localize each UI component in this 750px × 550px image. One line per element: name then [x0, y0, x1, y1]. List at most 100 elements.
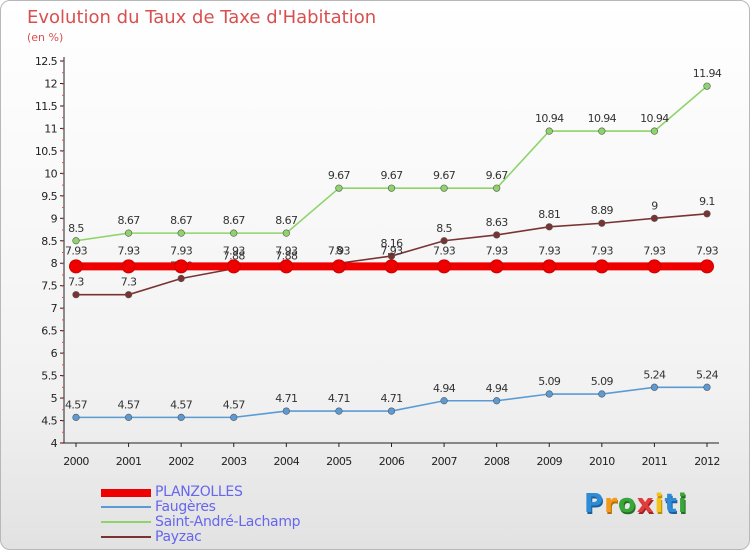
data-label: 5.24 [643, 368, 666, 381]
data-point [69, 259, 83, 274]
data-label: 7.93 [118, 244, 141, 257]
y-tick-label: 4.5 [41, 415, 57, 428]
data-label: 7.93 [380, 244, 403, 257]
data-point [387, 184, 396, 192]
logo-letter: P [584, 489, 605, 519]
data-label: 4.94 [486, 382, 509, 395]
data-point [230, 413, 238, 421]
data-label: 9.67 [328, 169, 351, 182]
data-point [542, 259, 557, 274]
x-tick-label: 2007 [431, 455, 457, 468]
y-tick-label: 10.5 [35, 145, 58, 158]
data-label: 7.93 [170, 244, 193, 257]
data-label: 7.88 [275, 250, 298, 263]
data-point [440, 237, 448, 245]
data-label: 8.5 [68, 222, 84, 235]
y-tick-label: 5 [51, 392, 58, 405]
data-label: 9 [651, 199, 658, 212]
logo-letter: r [604, 489, 618, 519]
data-point [440, 184, 448, 192]
data-point [545, 127, 553, 135]
legend-swatch [101, 521, 151, 523]
data-label: 8.5 [436, 222, 452, 235]
data-label: 4.57 [223, 398, 246, 411]
data-point [226, 259, 241, 274]
data-point [437, 259, 452, 274]
data-point [598, 127, 606, 135]
y-tick-label: 6.5 [41, 325, 57, 338]
data-label: 9.67 [486, 169, 509, 182]
data-point [124, 413, 133, 421]
data-label: 7.93 [275, 244, 298, 257]
x-tick-label: 2010 [589, 455, 615, 468]
data-label: 7.3 [68, 276, 84, 289]
data-point [703, 383, 711, 391]
data-label: 8.81 [538, 208, 560, 221]
data-label: 8.89 [591, 204, 614, 217]
y-tick-label: 9.5 [41, 190, 57, 203]
data-label: 4.57 [118, 398, 141, 411]
chart-title: Evolution du Taux de Taxe d'Habitation [27, 7, 377, 28]
data-point [700, 259, 714, 274]
data-label: 8 [336, 244, 343, 257]
x-tick-label: 2003 [221, 455, 247, 468]
data-point [124, 291, 133, 299]
y-tick-label: 4 [51, 437, 58, 450]
data-label: 8.67 [275, 214, 298, 227]
data-point [545, 390, 553, 398]
data-label: 7.93 [328, 244, 351, 257]
data-point [489, 259, 504, 274]
data-point [121, 259, 136, 274]
logo-letter: x [636, 489, 655, 519]
data-label: 5.09 [538, 375, 561, 388]
x-tick-label: 2000 [63, 455, 89, 468]
data-label: 10.94 [535, 112, 564, 125]
legend-label: PLANZOLLES [155, 484, 243, 500]
data-label: 4.94 [433, 382, 456, 395]
data-point [72, 413, 80, 421]
data-point [124, 229, 133, 237]
data-point [594, 259, 609, 274]
x-tick-label: 2008 [484, 455, 510, 468]
data-label: 7.93 [591, 244, 614, 257]
data-label: 7.93 [538, 244, 561, 257]
logo-letter: i [654, 489, 665, 519]
chart-unit-subtitle: (en %) [27, 31, 64, 44]
y-tick-label: 5.5 [41, 370, 57, 383]
y-tick-label: 7.5 [41, 280, 57, 293]
data-point [177, 229, 185, 237]
data-label: 8.63 [486, 216, 509, 229]
y-tick-label: 11.5 [35, 100, 58, 113]
data-label: 8.67 [118, 214, 141, 227]
legend-swatch [101, 506, 151, 508]
data-point [650, 383, 659, 391]
data-label: 7.93 [486, 244, 509, 257]
data-point [493, 231, 501, 239]
data-point [493, 397, 501, 405]
x-tick-label: 2002 [168, 455, 194, 468]
data-point [493, 184, 501, 192]
logo-letter: t [664, 489, 678, 519]
x-tick-label: 2006 [379, 455, 405, 468]
data-label: 8.67 [170, 214, 193, 227]
data-label: 9.1 [699, 195, 715, 208]
data-label: 7.93 [433, 244, 456, 257]
y-tick-label: 6 [51, 347, 58, 360]
legend-label: Saint-André-Lachamp [155, 514, 301, 530]
data-point [647, 259, 662, 274]
y-tick-label: 7 [51, 302, 58, 315]
data-label: 7.93 [65, 244, 88, 257]
data-point [387, 407, 396, 415]
legend-label: Payzac [155, 529, 202, 545]
proxiti-logo: Proxiti [584, 489, 688, 519]
data-label: 8.16 [380, 237, 403, 250]
x-tick-label: 2004 [274, 455, 300, 468]
data-point [384, 259, 399, 274]
data-label: 4.71 [380, 392, 402, 405]
data-label: 8.67 [223, 214, 246, 227]
x-tick-label: 2005 [326, 455, 352, 468]
y-tick-label: 12.5 [35, 55, 58, 68]
legend-swatch [101, 536, 151, 538]
